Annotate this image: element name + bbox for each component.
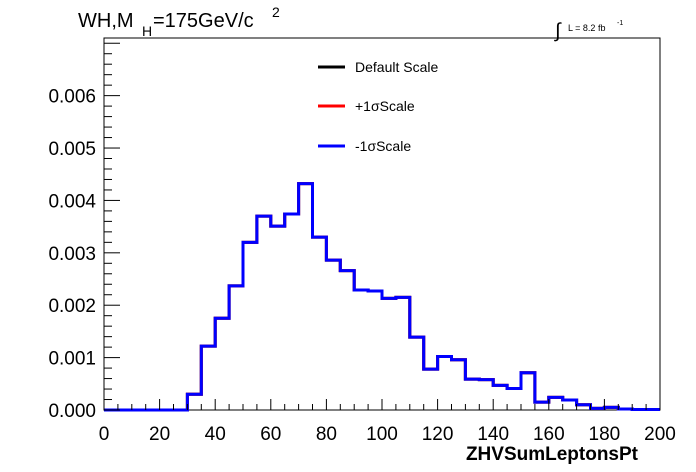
histogram-lines (104, 182, 660, 412)
x-tick-label: 140 (477, 424, 509, 445)
luminosity-label: ∫ L = 8.2 fb -1 (554, 20, 623, 42)
x-tick-label: 160 (533, 424, 565, 445)
y-tick-label: 0.006 (48, 87, 96, 108)
x-tick-label: 180 (589, 424, 621, 445)
y-tick-label: 0.003 (48, 244, 96, 265)
title-main: WH,M (78, 10, 134, 32)
x-tick-label: 0 (99, 424, 110, 445)
chart-title: WH,M H =175GeV/c 2 (78, 4, 280, 39)
x-tick-label: 80 (316, 424, 337, 445)
x-tick-label: 120 (422, 424, 454, 445)
title-subscript: H (142, 23, 152, 39)
luminosity-text: L = 8.2 fb (568, 23, 605, 33)
y-tick-label: 0.000 (48, 401, 96, 422)
y-axis: 0.000 0.001 0.002 0.003 0.004 0.005 0.006 (48, 42, 120, 422)
x-tick-label: 200 (644, 424, 676, 445)
y-tick-label: 0.002 (48, 296, 96, 317)
x-tick-label: 100 (366, 424, 398, 445)
title-superscript: 2 (272, 4, 280, 20)
series-line-3 (104, 182, 660, 412)
y-tick-label: 0.004 (48, 191, 96, 212)
x-tick-label: 40 (205, 424, 226, 445)
plot-frame (103, 37, 661, 411)
legend-label-3: -1σScale (355, 138, 411, 154)
y-tick-label: 0.001 (48, 349, 96, 370)
legend: Default Scale +1σScale -1σScale (318, 59, 438, 154)
x-axis-title: ZHVSumLeptonsPt (466, 444, 639, 465)
legend-label-1: Default Scale (355, 59, 438, 75)
integral-sign: ∫ (554, 20, 562, 42)
luminosity-superscript: -1 (617, 20, 623, 27)
x-axis: 0 20 40 60 80 100 120 140 160 180 200 (99, 399, 676, 445)
y-tick-label: 0.005 (48, 139, 96, 160)
x-tick-label: 60 (260, 424, 281, 445)
legend-label-2: +1σScale (355, 98, 415, 114)
title-rest: =175GeV/c (153, 10, 254, 32)
x-tick-label: 20 (149, 424, 170, 445)
